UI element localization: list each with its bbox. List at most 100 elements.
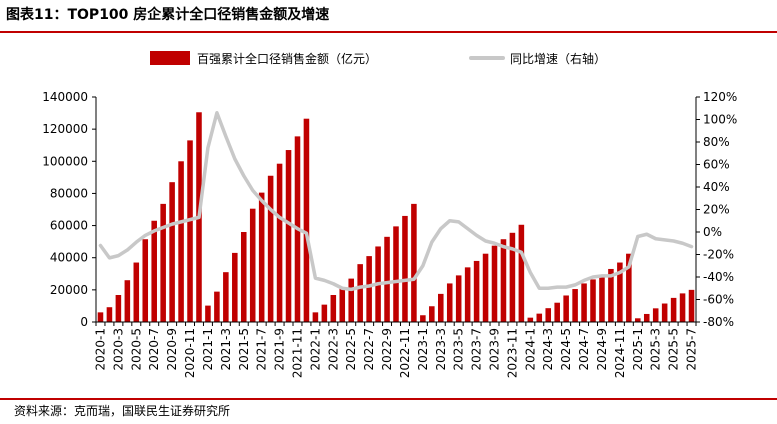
right-tick-label: -60% (703, 293, 734, 307)
x-tick-label: 2021-7 (255, 328, 269, 371)
right-tick-label: -20% (703, 248, 734, 262)
bar-2023-4 (446, 283, 453, 322)
right-tick-label: 40% (703, 180, 730, 194)
x-tick-label: 2022-7 (362, 328, 376, 371)
right-tick-label: 20% (703, 203, 730, 217)
bar-2023-10 (500, 239, 507, 322)
bar-2024-11 (617, 262, 623, 322)
x-tick-label: 2024-7 (577, 328, 591, 371)
x-tick-label: 2020-9 (165, 328, 179, 371)
bar-2024-5 (563, 295, 569, 322)
right-tick-label: 120% (703, 90, 737, 104)
source-rule (0, 398, 777, 400)
legend-line-label: 同比增速（右轴） (510, 51, 606, 66)
x-tick-label: 2020-1 (93, 328, 107, 371)
bar-2025-4 (661, 303, 668, 322)
bar-2020-5 (133, 262, 140, 322)
bar-2023-5 (455, 275, 462, 322)
bar-2023-8 (482, 253, 489, 322)
growth-line (98, 111, 694, 292)
x-tick-label: 2022-9 (380, 328, 394, 371)
left-tick-label: 80000 (50, 186, 88, 200)
bar-2025-2 (643, 313, 650, 322)
bar-2022-3 (330, 295, 337, 322)
bar-2024-8 (590, 279, 596, 322)
x-tick-label: 2024-1 (523, 328, 537, 371)
bar-2020-8 (160, 203, 166, 323)
x-tick-label: 2022-5 (344, 328, 358, 371)
bar-2020-6 (142, 239, 149, 322)
bar-2021-4 (232, 252, 238, 322)
left-tick-label: 100000 (42, 154, 88, 168)
bar-2025-1 (635, 318, 641, 322)
x-tick-label: 2020-11 (183, 328, 197, 378)
x-tick-label: 2025-7 (685, 328, 699, 371)
bar-2023-6 (464, 267, 471, 322)
bar-2022-1 (312, 312, 319, 322)
bar-2024-2 (536, 313, 543, 322)
right-tick-label: 0% (703, 225, 722, 239)
x-tick-label: 2021-5 (237, 328, 251, 371)
x-tick-label: 2022-3 (326, 328, 340, 371)
x-tick-label: 2024-5 (559, 328, 573, 371)
x-tick-label: 2020-3 (111, 328, 125, 371)
x-tick-label: 2025-5 (667, 328, 681, 371)
x-tick-label: 2023-11 (505, 328, 519, 378)
bar-2024-3 (545, 308, 552, 322)
bar-2024-1 (527, 317, 534, 322)
bar-2020-11 (187, 140, 193, 322)
bar-2022-9 (384, 236, 390, 322)
legend: 百强累计全口径销售金额（亿元） 同比增速（右轴） (150, 51, 606, 66)
bar-2023-1 (420, 315, 426, 322)
left-tick-label: 20000 (50, 283, 88, 297)
bar-2022-2 (321, 304, 328, 322)
x-tick-label: 2020-7 (147, 328, 161, 371)
bar-2021-3 (223, 272, 229, 322)
bar-2023-7 (473, 260, 480, 322)
x-tick-label: 2024-11 (613, 328, 627, 378)
source-note: 资料来源：克而瑞，国联民生证券研究所 (14, 404, 231, 418)
bar-2021-12 (303, 118, 310, 322)
left-tick-label: 140000 (42, 90, 88, 104)
x-tick-label: 2025-1 (631, 328, 645, 371)
left-tick-label: 40000 (50, 251, 88, 265)
axes: 0 20000 40000 60000 80000 100000 120000 140000 -… (42, 90, 737, 378)
x-tick-label: 2022-11 (398, 328, 412, 378)
bar-2024-6 (572, 289, 578, 322)
bar-2021-5 (240, 232, 247, 322)
legend-bar-swatch (150, 51, 190, 65)
x-tick-label: 2023-1 (416, 328, 430, 371)
x-tick-label: 2021-1 (201, 328, 215, 371)
bar-2023-9 (491, 245, 498, 322)
x-tick-label: 2021-9 (273, 328, 287, 371)
right-tick-label: 60% (703, 158, 730, 172)
x-tick-label: 2023-7 (470, 328, 484, 371)
bar-2024-10 (608, 268, 614, 322)
bar-2023-12 (518, 224, 525, 322)
x-tick-label: 2021-3 (219, 328, 233, 371)
bar-2021-7 (258, 192, 265, 323)
x-tick-label: 2022-1 (308, 328, 322, 371)
bar-2025-5 (670, 297, 677, 322)
bar-2024-9 (599, 274, 605, 322)
bar-2022-7 (366, 256, 372, 322)
bar-2025-3 (652, 308, 659, 322)
right-tick-label: 100% (703, 113, 737, 127)
bar-2020-1 (97, 312, 104, 322)
bar-2021-9 (276, 163, 283, 322)
bar-2022-6 (357, 264, 363, 322)
x-tick-label: 2025-3 (649, 328, 663, 371)
bar-2025-7 (688, 289, 695, 322)
bar-2022-11 (402, 215, 408, 322)
right-tick-label: -40% (703, 270, 734, 284)
bar-2020-4 (124, 280, 131, 322)
x-tick-label: 2024-3 (541, 328, 555, 371)
x-tick-label: 2023-5 (452, 328, 466, 371)
x-tick-label: 2023-3 (434, 328, 448, 371)
bar-2021-8 (267, 175, 274, 322)
bar-2020-9 (169, 182, 175, 322)
bar-2024-4 (554, 302, 560, 322)
bar-2023-3 (438, 293, 444, 323)
bar-series (97, 112, 695, 323)
